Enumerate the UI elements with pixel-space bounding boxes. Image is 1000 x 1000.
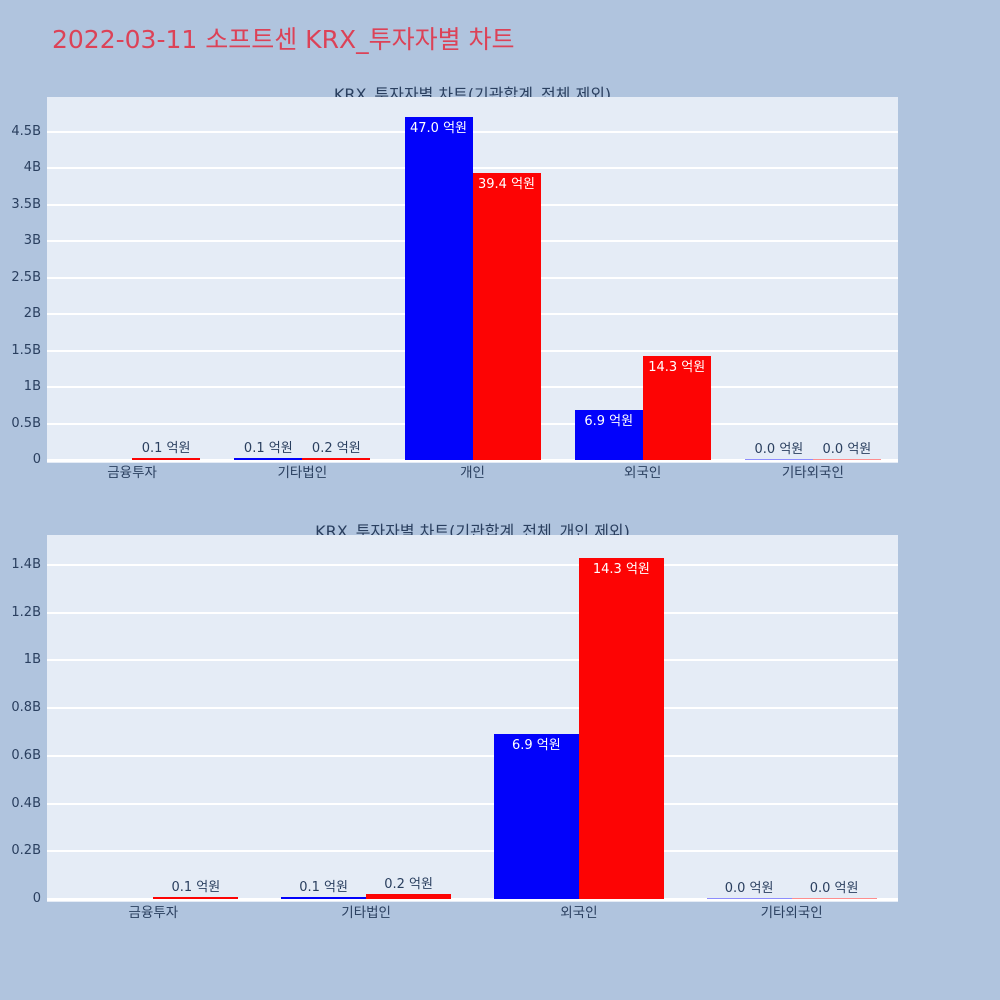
y-tick-label: 1.2B: [11, 604, 41, 620]
bar-value-label: 0.1 억원: [243, 441, 293, 456]
y-tick-label: 0.8B: [11, 700, 41, 716]
bar-value-label: 14.3 억원: [648, 359, 706, 375]
y-tick-label: 0.6B: [11, 747, 41, 763]
y-tick-label: 1.5B: [11, 342, 41, 358]
bar-value-label: 0.0 억원: [724, 881, 774, 896]
y-tick-label: 4.5B: [11, 123, 41, 139]
y-tick-label: 3B: [23, 233, 41, 249]
y-tick-label: 0.5B: [11, 415, 41, 431]
bar-value-label: 6.9 억원: [584, 413, 634, 429]
gridline: [47, 707, 898, 710]
gridline: [47, 611, 898, 614]
bar-red-1: [302, 458, 371, 460]
y-tick-label: 3.5B: [11, 196, 41, 212]
bar-red-3: [791, 898, 877, 899]
page-title: 2022-03-11 소프트센 KRX_투자자별 차트: [52, 25, 515, 54]
x-category-label: 외국인: [624, 465, 662, 481]
y-tick-label: 1B: [23, 652, 41, 668]
bar-value-label: 0.1 억원: [299, 879, 348, 895]
bar-value-label: 0.0 억원: [822, 442, 872, 457]
bar-red-3: [642, 355, 711, 460]
x-category-label: 외국인: [560, 905, 598, 921]
y-tick-label: 1B: [23, 379, 41, 395]
y-tick-label: 4B: [23, 160, 41, 176]
gridline: [47, 850, 898, 853]
x-category-label: 금융투자: [107, 465, 157, 481]
chart-bottom-plot-area: 0.1 억원 0.1 억원 0.2 억원 6.9 억원 14.3 억원 0.0 억원 0.0…: [47, 535, 898, 902]
bar-blue-3: [706, 898, 792, 899]
x-category-label: 기타법인: [277, 465, 328, 481]
bar-value-label: 0.2 억원: [311, 441, 361, 456]
bar-value-label: 6.9 억원: [512, 738, 561, 754]
gridline: [47, 130, 898, 133]
bar-red-2: [472, 172, 541, 460]
y-tick-label: 0: [32, 452, 41, 467]
bar-value-label: 14.3 억원: [592, 561, 650, 577]
x-category-label: 기타외국인: [760, 905, 823, 921]
y-tick-label: 0.4B: [11, 795, 41, 811]
bar-blue-2: [404, 117, 473, 460]
y-tick-label: 0.2B: [11, 843, 41, 859]
gridline: [47, 564, 898, 567]
gridline: [47, 802, 898, 805]
gridline: [47, 754, 898, 757]
x-axis-line: [47, 459, 898, 462]
y-tick-label: 2B: [23, 306, 41, 322]
y-tick-label: 0: [32, 891, 41, 906]
bar-value-label: 47.0 억원: [410, 121, 467, 137]
bar-red-0: [132, 458, 201, 460]
x-category-label: 금융투자: [128, 905, 179, 921]
x-category-label: 기타외국인: [781, 465, 844, 481]
bar-blue-1: [234, 458, 303, 460]
chart-top-plot-area: 0.1 억원 0.1 억원 0.2 억원 47.0 억원 39.4 억원 6.9 억원 14…: [47, 97, 898, 463]
bar-blue-4: [744, 459, 813, 460]
bar-red-1: [366, 894, 452, 899]
y-tick-label: 2.5B: [11, 269, 41, 285]
bar-value-label: 0.0 억원: [809, 881, 859, 896]
bar-value-label: 0.0 억원: [754, 442, 804, 457]
gridline: [47, 659, 898, 662]
bar-value-label: 0.2 억원: [384, 877, 433, 893]
bar-blue-2: [493, 734, 579, 899]
bar-red-0: [153, 896, 239, 899]
bar-value-label: 39.4 억원: [478, 176, 535, 192]
bar-blue-1: [281, 896, 367, 899]
gridline: [47, 167, 898, 170]
bar-value-label: 0.1 억원: [141, 441, 191, 456]
y-tick-label: 1.4B: [11, 557, 41, 573]
bar-blue-3: [574, 409, 643, 460]
x-category-label: 기타법인: [341, 905, 391, 921]
bar-red-2: [578, 557, 664, 899]
x-axis-line: [47, 898, 898, 901]
x-category-label: 개인: [460, 465, 485, 481]
bar-value-label: 0.1 억원: [171, 879, 221, 895]
bar-red-4: [812, 459, 881, 460]
